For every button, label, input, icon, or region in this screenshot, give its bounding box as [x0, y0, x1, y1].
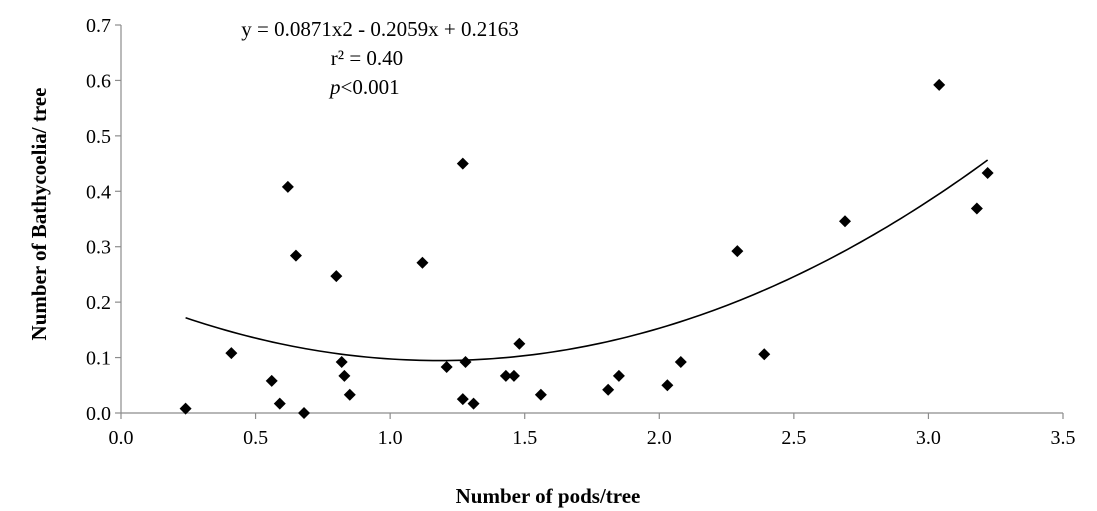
x-axis-title: Number of pods/tree	[456, 484, 641, 508]
y-tick-label: 0.0	[86, 403, 111, 425]
data-point	[456, 157, 469, 170]
data-point	[338, 369, 351, 382]
p-symbol: p	[328, 75, 341, 99]
data-point	[838, 215, 851, 228]
y-axis-title: Number of Bathycoelia/ tree	[27, 88, 51, 341]
data-point	[459, 356, 472, 369]
data-point	[335, 356, 348, 369]
data-point	[281, 180, 294, 193]
data-point	[507, 369, 520, 382]
p-value-label: p<0.001	[328, 75, 400, 99]
y-tick-label: 0.5	[86, 126, 111, 148]
y-tick-label: 0.4	[86, 181, 111, 203]
x-tick-label: 0.0	[109, 427, 134, 449]
data-point	[758, 348, 771, 361]
data-point	[674, 356, 687, 369]
y-tick-label: 0.1	[86, 348, 111, 370]
data-point	[179, 402, 192, 415]
x-tick-label: 3.5	[1051, 427, 1076, 449]
p-value: <0.001	[341, 75, 400, 99]
data-point	[298, 407, 311, 419]
equation-label: y = 0.0871x2 - 0.2059x + 0.2163	[241, 17, 518, 41]
data-point	[513, 337, 526, 350]
data-point	[499, 369, 512, 382]
data-point	[289, 249, 302, 262]
y-tick-label: 0.2	[86, 292, 111, 314]
annotations: y = 0.0871x2 - 0.2059x + 0.2163 r² = 0.4…	[241, 17, 518, 99]
data-point	[343, 388, 356, 401]
y-tick-label: 0.3	[86, 237, 111, 259]
axes: 0.0 0.1 0.2 0.3 0.4 0.5 0.6 0.7 0.0 0.5 1.0 1.5 2.0 2…	[86, 15, 1076, 449]
data-point	[661, 379, 674, 392]
trendline-group	[185, 159, 989, 362]
data-point	[981, 166, 994, 179]
r-squared-label: r² = 0.40	[331, 46, 403, 70]
data-point	[273, 397, 286, 410]
y-tick-label: 0.7	[86, 15, 111, 37]
data-point	[265, 374, 278, 387]
x-tick-label: 2.5	[781, 427, 806, 449]
x-tick-label: 1.0	[378, 427, 403, 449]
x-tick-label: 0.5	[243, 427, 268, 449]
data-points	[179, 78, 994, 419]
data-point	[225, 347, 238, 360]
data-point	[970, 202, 983, 215]
data-point	[534, 388, 547, 401]
x-tick-label: 1.5	[512, 427, 537, 449]
data-point	[602, 383, 615, 396]
data-point	[933, 78, 946, 91]
y-tick-label: 0.6	[86, 70, 111, 92]
x-tick-label: 3.0	[916, 427, 941, 449]
data-point	[612, 369, 625, 382]
data-point	[467, 397, 480, 410]
trendline	[185, 159, 989, 362]
data-point	[330, 270, 343, 283]
x-tick-label: 2.0	[647, 427, 672, 449]
data-point	[440, 360, 453, 373]
data-point	[456, 393, 469, 406]
data-point	[416, 256, 429, 269]
data-point	[731, 245, 744, 258]
